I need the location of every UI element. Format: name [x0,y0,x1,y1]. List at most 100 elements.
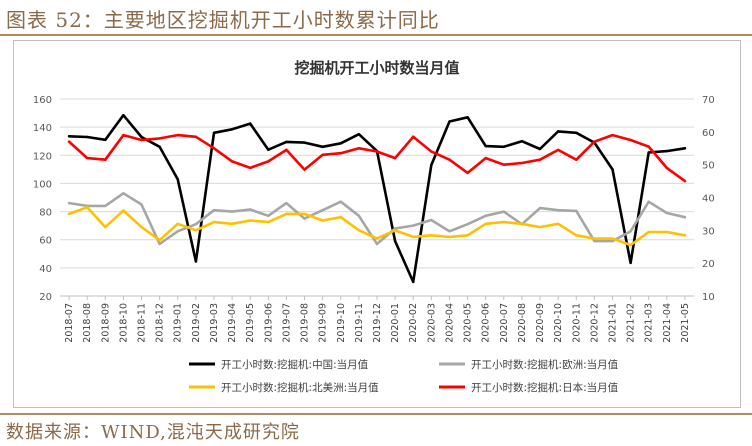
data-point-series-4 [593,140,596,143]
header-divider [0,34,752,36]
data-point-series-1 [611,168,614,171]
data-point-series-1 [647,151,650,154]
legend-label-4: 开工小时数:挖掘机:日本:当月值 [471,381,619,394]
x-axis-tick-label: 2020-01 [390,303,401,343]
data-point-series-3 [502,220,505,224]
data-point-series-2 [67,201,71,205]
data-point-series-4 [104,158,107,161]
data-point-series-1 [466,116,469,119]
x-axis-tick-label: 2018-07 [64,303,75,343]
right-axis-tick-label: 70 [702,95,715,106]
x-axis-tick-label: 2020-09 [535,303,546,343]
data-point-series-3 [430,234,433,237]
left-axis-tick-label: 40 [39,264,52,275]
data-point-series-1 [122,113,125,117]
data-point-series-1 [194,260,198,263]
data-point-series-3 [285,212,288,216]
x-axis-tick-label: 2020-12 [589,303,600,343]
left-axis-tick-label: 60 [39,236,52,247]
data-point-series-3 [140,225,143,229]
data-point-series-3 [122,209,125,212]
data-point-series-4 [556,148,560,152]
chart-frame: 挖掘机开工小时数当月值 20 40 60 80 100 120 140 160 10 20 30 40 5… [13,40,741,408]
data-point-series-1 [303,141,306,144]
data-point-series-3 [303,212,306,216]
x-axis-tick-label: 2019-08 [300,303,311,343]
data-point-series-3 [230,222,234,225]
chart-title: 挖掘机开工小时数当月值 [294,59,459,77]
x-axis-tick-label: 2019-09 [318,303,329,343]
data-point-series-2 [393,227,397,230]
data-point-series-1 [357,132,361,136]
data-point-series-4 [176,133,179,137]
data-point-series-4 [393,156,397,160]
data-point-series-3 [556,222,560,225]
data-point-series-2 [430,218,433,222]
x-axis-tick-label: 2018-12 [155,303,166,343]
data-point-series-2 [538,206,542,210]
data-point-series-1 [683,147,687,150]
x-axis-tick-label: 2018-09 [100,303,111,343]
data-point-series-4 [249,166,252,170]
data-point-series-3 [575,234,578,237]
data-point-series-4 [575,158,578,161]
data-point-series-3 [629,243,632,247]
data-point-series-2 [249,208,252,211]
data-point-series-3 [665,230,669,234]
data-point-series-2 [230,210,234,213]
x-axis-tick-label: 2018-10 [118,303,129,343]
data-point-series-2 [665,211,669,215]
data-point-series-3 [484,222,487,225]
data-point-series-2 [104,204,107,208]
data-point-series-1 [339,142,342,145]
data-point-series-1 [176,178,179,181]
data-point-series-2 [285,201,288,205]
data-point-series-4 [611,133,614,137]
data-point-series-1 [393,239,397,243]
data-point-series-3 [67,212,71,216]
x-axis-tick-label: 2020-08 [517,303,528,343]
data-point-series-1 [212,131,216,134]
data-point-series-2 [375,242,379,246]
left-axis-tick-label: 80 [39,208,52,219]
x-axis-tick-label: 2019-10 [336,303,347,343]
data-point-series-1 [267,148,270,151]
data-point-series-1 [230,128,234,131]
data-point-series-4 [67,140,71,143]
data-point-series-1 [104,138,107,142]
data-point-series-2 [357,214,361,217]
data-point-series-3 [538,225,542,229]
data-point-series-2 [303,217,306,220]
data-point-series-4 [448,158,451,161]
data-point-series-4 [321,153,324,157]
data-point-series-4 [122,133,125,137]
data-point-series-3 [683,234,687,237]
series-line-2 [67,192,687,246]
data-point-series-2 [611,239,614,243]
data-point-series-3 [593,237,596,240]
right-axis-tick-label: 30 [702,226,715,237]
data-point-series-3 [448,235,451,239]
data-point-series-3 [611,237,614,240]
x-axis-tick-label: 2021-04 [662,303,673,343]
data-point-series-2 [140,203,143,206]
data-point-series-4 [267,160,270,163]
data-point-series-2 [647,200,650,203]
data-point-series-2 [484,214,487,217]
x-axis-tick-label: 2019-07 [281,303,292,343]
x-axis-tick-label: 2021-01 [607,303,618,343]
data-point-series-4 [502,163,505,166]
data-point-series-4 [629,138,632,142]
left-axis-tick-label: 20 [39,292,52,303]
data-point-series-1 [556,130,560,133]
x-axis-tick-label: 2020-06 [481,303,492,343]
line-chart: 挖掘机开工小时数当月值 20 40 60 80 100 120 140 160 10 20 30 40 5… [33,59,715,394]
right-axis-tick-label: 40 [702,194,715,205]
data-point-series-4 [339,151,342,155]
data-point-series-1 [85,135,89,139]
x-axis-tick-label: 2019-06 [263,303,274,343]
data-point-series-3 [393,229,397,232]
data-point-series-1 [538,147,542,151]
data-point-series-3 [85,206,89,209]
left-axis-tick-label: 100 [33,179,52,190]
